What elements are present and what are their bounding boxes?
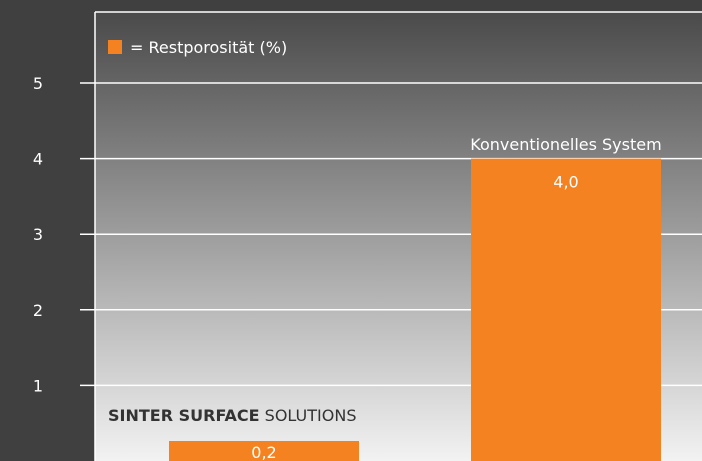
legend-swatch <box>108 40 122 54</box>
category-label: Konventionelles System <box>470 135 661 154</box>
y-tick-label: 3 <box>33 225 43 244</box>
category-label: SINTER SURFACE SOLUTIONS <box>108 406 356 425</box>
y-tick-label: 5 <box>33 74 43 93</box>
legend: = Restporosität (%) <box>108 38 287 57</box>
bar-value-label: 0,2 <box>251 443 276 461</box>
legend-label: = Restporosität (%) <box>130 38 287 57</box>
y-tick-label: 4 <box>33 150 43 169</box>
y-axis: 1 2 3 4 5 <box>33 74 43 395</box>
category-label-bold: SINTER SURFACE <box>108 406 260 425</box>
bar-labels: 0,2 SINTER SURFACE SOLUTIONS 4,0 Konvention… <box>108 135 662 461</box>
y-tick-label: 1 <box>33 376 43 395</box>
bars <box>169 158 661 461</box>
category-label-regular: Konventionelles System <box>470 135 661 154</box>
category-label-regular: SOLUTIONS <box>260 406 357 425</box>
bar <box>471 158 661 461</box>
bar-value-label: 4,0 <box>553 173 578 192</box>
y-tick-label: 2 <box>33 301 43 320</box>
bar <box>169 441 359 461</box>
